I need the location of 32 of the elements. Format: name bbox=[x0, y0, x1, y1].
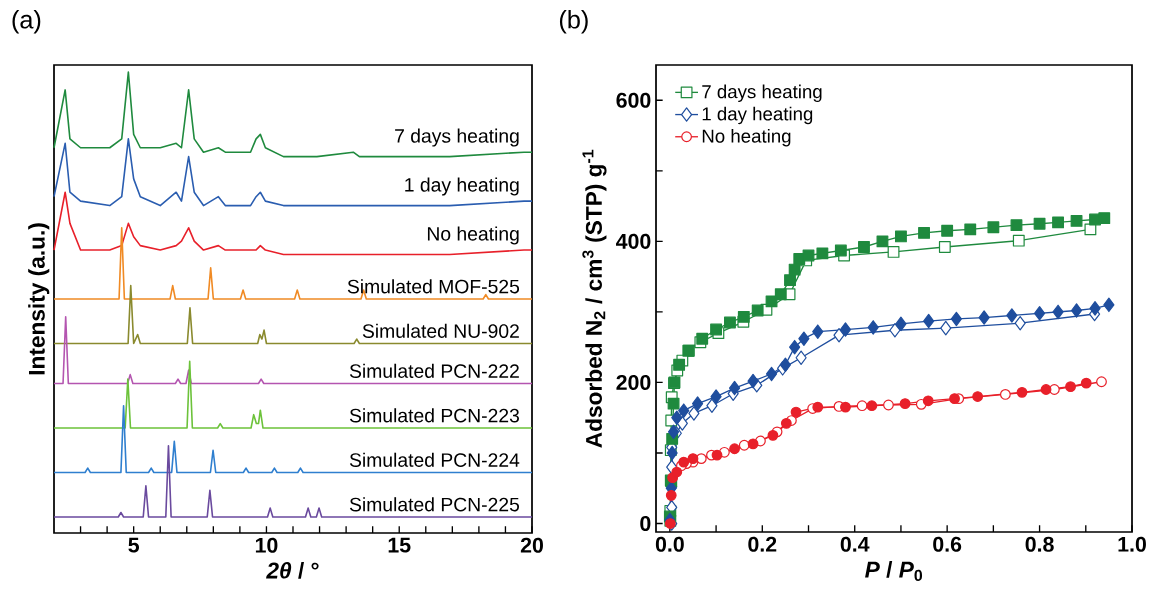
x-tick-label: 5 bbox=[128, 537, 140, 553]
x-tick-label: 0.0 bbox=[655, 536, 684, 552]
y-tick-label: 0 bbox=[640, 515, 651, 532]
x-tick-label: 0.8 bbox=[1025, 536, 1054, 552]
x-tick-label: 10 bbox=[255, 537, 278, 553]
legend-label: 7 days heating bbox=[702, 84, 822, 102]
y-tick-label: 600 bbox=[616, 92, 651, 108]
series-label: No heating bbox=[427, 226, 519, 245]
series-label: 7 days heating bbox=[395, 128, 519, 147]
y-axis-title: Adsorbed N$_{2}$ / cm$^{3}$ (STP) g$^{-1}$ bbox=[582, 149, 607, 448]
x-tick-label: 0.6 bbox=[933, 536, 962, 552]
series-label: 1 day heating bbox=[405, 177, 519, 196]
x-axis-title: 2θ / ° bbox=[266, 561, 319, 579]
series-label: Simulated NU-902 bbox=[362, 323, 519, 338]
legend-label: 1 day heating bbox=[702, 106, 813, 125]
chart-title: (a) bbox=[12, 9, 41, 34]
chart-title: (b) bbox=[559, 10, 588, 34]
series-label: Simulated PCN-225 bbox=[349, 497, 520, 512]
x-axis-title: P / P$_{0}$ bbox=[865, 560, 923, 581]
series-label: Simulated MOF-525 bbox=[347, 279, 520, 294]
series-label: Simulated PCN-223 bbox=[349, 408, 519, 423]
y-tick-label: 400 bbox=[616, 233, 651, 249]
y-tick-label: 200 bbox=[616, 374, 651, 390]
legend-label: No heating bbox=[702, 128, 791, 147]
y-axis-title: Intensity (a.u.) bbox=[28, 223, 50, 375]
series-label: Simulated PCN-222 bbox=[349, 363, 519, 378]
x-tick-label: 0.2 bbox=[748, 536, 777, 552]
x-tick-label: 20 bbox=[520, 537, 543, 553]
series-label: Simulated PCN-224 bbox=[349, 452, 520, 467]
x-tick-label: 0.4 bbox=[840, 536, 870, 552]
x-tick-label: 1.0 bbox=[1118, 536, 1146, 552]
x-tick-label: 15 bbox=[388, 537, 411, 553]
